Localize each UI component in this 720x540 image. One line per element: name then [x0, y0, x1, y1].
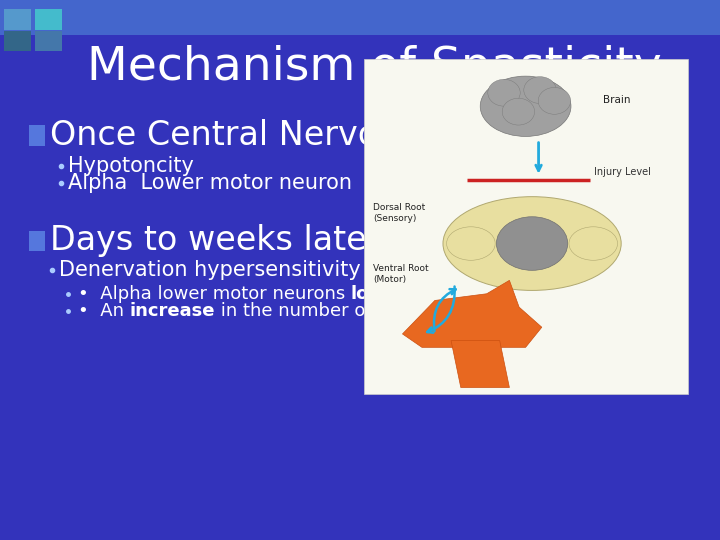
Bar	[35, 9, 62, 30]
Text: increase: increase	[130, 301, 215, 320]
Text: Days to weeks later: Days to weeks later	[50, 224, 381, 258]
Ellipse shape	[497, 217, 568, 271]
Text: Brain: Brain	[603, 94, 631, 105]
Ellipse shape	[480, 76, 571, 137]
Ellipse shape	[443, 197, 621, 291]
Text: Denervation hypersensitivity: Denervation hypersensitivity	[59, 260, 361, 280]
Ellipse shape	[446, 227, 495, 260]
Bar	[364, 59, 688, 394]
Text: Mechanism of Spasticity: Mechanism of Spasticity	[87, 45, 662, 90]
Text: Hypotoncity: Hypotoncity	[68, 156, 194, 176]
Ellipse shape	[503, 98, 534, 125]
Ellipse shape	[538, 87, 571, 114]
Polygon shape	[451, 341, 510, 388]
Ellipse shape	[488, 79, 520, 106]
Text: Once Central Nervous System Lesion: Once Central Nervous System Lesion	[50, 119, 670, 152]
Text: •  Alpha lower motor neurons: • Alpha lower motor neurons	[78, 285, 351, 303]
Text: •  An: • An	[78, 301, 130, 320]
Bar	[4, 9, 31, 30]
Text: in the number of Ach receptors: in the number of Ach receptors	[215, 301, 502, 320]
Text: Dorsal Root
(Sensory): Dorsal Root (Sensory)	[373, 204, 426, 224]
Bar	[29, 231, 45, 251]
Bar	[29, 125, 45, 146]
Text: Ventral Root
(Motor): Ventral Root (Motor)	[373, 264, 429, 284]
Text: lower: lower	[351, 285, 407, 303]
Bar	[35, 31, 62, 51]
Ellipse shape	[569, 227, 618, 260]
Text: Injury Level: Injury Level	[594, 166, 651, 177]
Bar	[4, 31, 31, 51]
Polygon shape	[402, 280, 542, 347]
Text: threshold: threshold	[407, 285, 498, 303]
Text: Alpha  Lower motor neuron: Alpha Lower motor neuron	[68, 172, 352, 193]
Ellipse shape	[523, 77, 557, 104]
Bar	[0, 0, 720, 35]
